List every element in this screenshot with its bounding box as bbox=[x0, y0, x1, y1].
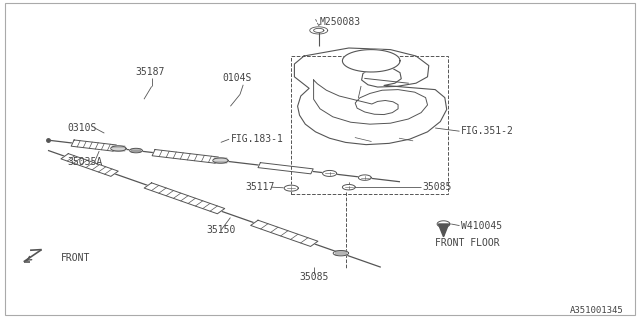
Polygon shape bbox=[144, 183, 225, 214]
Polygon shape bbox=[111, 146, 126, 151]
Text: W410045: W410045 bbox=[461, 220, 502, 231]
Polygon shape bbox=[284, 185, 298, 191]
Text: A351001345: A351001345 bbox=[570, 306, 624, 315]
Text: 0104S: 0104S bbox=[222, 73, 252, 83]
Text: FIG.351-2: FIG.351-2 bbox=[461, 126, 514, 136]
Text: 0310S: 0310S bbox=[67, 123, 97, 133]
Text: 35085: 35085 bbox=[422, 182, 452, 192]
Text: 35035A: 35035A bbox=[67, 156, 102, 167]
Polygon shape bbox=[342, 185, 355, 190]
Polygon shape bbox=[342, 50, 400, 72]
Text: FIG.183-1: FIG.183-1 bbox=[230, 134, 284, 144]
Polygon shape bbox=[333, 251, 349, 256]
Text: FRONT FLOOR: FRONT FLOOR bbox=[435, 238, 500, 248]
Polygon shape bbox=[314, 28, 324, 32]
Polygon shape bbox=[251, 220, 318, 246]
Polygon shape bbox=[213, 158, 228, 163]
Polygon shape bbox=[152, 149, 218, 163]
Text: M250083: M250083 bbox=[320, 17, 361, 28]
Polygon shape bbox=[130, 148, 143, 153]
Polygon shape bbox=[258, 163, 313, 174]
Text: FRONT: FRONT bbox=[61, 252, 90, 263]
Polygon shape bbox=[437, 221, 450, 227]
Polygon shape bbox=[323, 171, 337, 176]
Text: 35117: 35117 bbox=[246, 182, 275, 192]
Text: 35187: 35187 bbox=[136, 67, 165, 77]
Polygon shape bbox=[358, 175, 371, 180]
Polygon shape bbox=[61, 154, 118, 176]
Polygon shape bbox=[71, 140, 116, 151]
Polygon shape bbox=[438, 224, 449, 237]
Polygon shape bbox=[294, 48, 447, 145]
Text: 35150: 35150 bbox=[206, 225, 236, 236]
Text: 35085: 35085 bbox=[299, 272, 328, 282]
